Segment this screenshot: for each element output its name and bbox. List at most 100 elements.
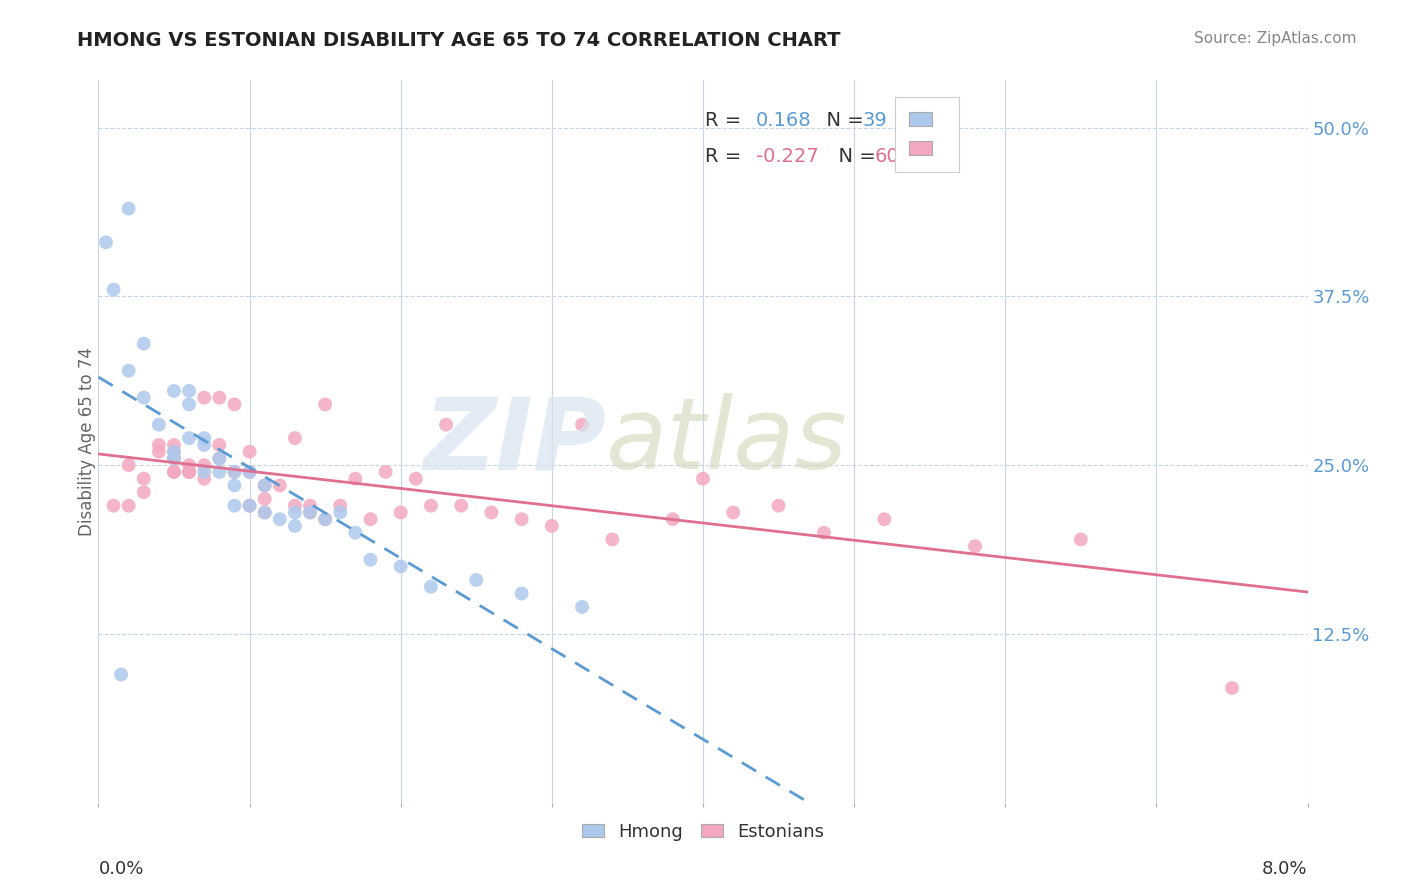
Point: [208, 451, 231, 466]
Point: [118, 364, 141, 378]
Point: [329, 499, 352, 513]
Point: [299, 505, 322, 519]
Point: [163, 451, 186, 466]
Point: [163, 444, 186, 458]
Point: [163, 384, 186, 398]
Point: [224, 465, 246, 479]
Point: [434, 417, 457, 432]
Point: [1220, 681, 1243, 695]
Point: [224, 499, 246, 513]
Point: [193, 458, 215, 472]
Point: [179, 465, 201, 479]
Point: [1070, 533, 1092, 547]
Point: [813, 525, 835, 540]
Point: [193, 465, 215, 479]
Point: [299, 505, 322, 519]
Point: [103, 283, 125, 297]
Point: [118, 458, 141, 472]
Point: [118, 499, 141, 513]
Point: [360, 512, 382, 526]
Point: [389, 559, 412, 574]
Point: [224, 478, 246, 492]
Point: [179, 431, 201, 445]
Point: [179, 465, 201, 479]
Point: [193, 472, 215, 486]
Point: [253, 505, 276, 519]
Point: [344, 525, 367, 540]
Point: [405, 472, 427, 486]
Point: [602, 533, 624, 547]
Point: [239, 444, 262, 458]
Point: [239, 499, 262, 513]
Point: [284, 499, 307, 513]
Point: [163, 438, 186, 452]
Point: [208, 451, 231, 466]
Point: [179, 458, 201, 472]
Point: [132, 391, 155, 405]
Point: [571, 417, 593, 432]
Point: [118, 202, 141, 216]
Point: [224, 465, 246, 479]
Legend: Hmong, Estonians: Hmong, Estonians: [575, 815, 831, 848]
Text: R =: R =: [706, 111, 748, 129]
Point: [314, 512, 336, 526]
Text: 60: 60: [875, 146, 900, 166]
Point: [284, 431, 307, 445]
Point: [360, 552, 382, 566]
Text: Source: ZipAtlas.com: Source: ZipAtlas.com: [1194, 31, 1357, 46]
Point: [224, 397, 246, 411]
Point: [481, 505, 503, 519]
Text: 8.0%: 8.0%: [1263, 860, 1308, 878]
Text: N =: N =: [814, 111, 870, 129]
Point: [374, 465, 396, 479]
Point: [571, 599, 593, 614]
Point: [239, 465, 262, 479]
Point: [965, 539, 987, 553]
Point: [132, 485, 155, 500]
Point: [110, 667, 132, 681]
Point: [692, 472, 714, 486]
Point: [284, 505, 307, 519]
Point: [420, 499, 443, 513]
Point: [510, 512, 533, 526]
Point: [132, 472, 155, 486]
Point: [132, 336, 155, 351]
Point: [253, 478, 276, 492]
Point: [103, 499, 125, 513]
Point: [284, 519, 307, 533]
Point: [510, 586, 533, 600]
Point: [329, 505, 352, 519]
Point: [148, 417, 170, 432]
Point: [193, 431, 215, 445]
Point: [873, 512, 896, 526]
Point: [163, 465, 186, 479]
Y-axis label: Disability Age 65 to 74: Disability Age 65 to 74: [79, 347, 96, 536]
Text: 39: 39: [863, 111, 887, 129]
Point: [193, 438, 215, 452]
Text: HMONG VS ESTONIAN DISABILITY AGE 65 TO 74 CORRELATION CHART: HMONG VS ESTONIAN DISABILITY AGE 65 TO 7…: [77, 31, 841, 50]
Point: [314, 397, 336, 411]
Text: 0.168: 0.168: [756, 111, 811, 129]
Point: [344, 472, 367, 486]
Point: [299, 499, 322, 513]
Point: [253, 505, 276, 519]
Point: [450, 499, 472, 513]
Point: [179, 465, 201, 479]
Point: [540, 519, 562, 533]
Point: [389, 505, 412, 519]
Point: [239, 465, 262, 479]
Point: [420, 580, 443, 594]
Point: [94, 235, 117, 250]
Point: [208, 465, 231, 479]
Point: [163, 451, 186, 466]
Text: R =: R =: [706, 146, 748, 166]
Point: [179, 397, 201, 411]
Point: [148, 444, 170, 458]
Point: [269, 512, 291, 526]
Point: [465, 573, 488, 587]
Point: [239, 499, 262, 513]
Point: [253, 491, 276, 506]
Point: [208, 391, 231, 405]
Text: -0.227: -0.227: [756, 146, 818, 166]
Point: [179, 384, 201, 398]
